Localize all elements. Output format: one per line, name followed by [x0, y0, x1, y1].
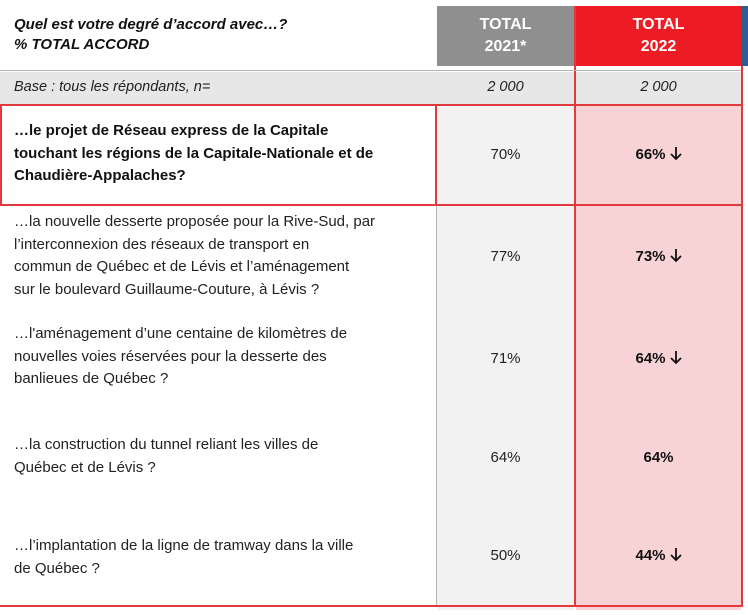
- table-row-label: …la nouvelle desserte proposée pour la R…: [14, 211, 432, 301]
- value-2022: 64%: [643, 449, 674, 466]
- value-2022-cell: 73%: [576, 248, 741, 265]
- base-label: Base : tous les répondants, n=: [14, 79, 211, 95]
- row-label-line: nouvelles voies réservées pour la desser…: [14, 347, 327, 365]
- row-label-line: …le projet de Réseau express de la Capit…: [14, 122, 329, 139]
- value-2022-cell: 64%: [576, 350, 741, 367]
- value-2022: 66%: [635, 146, 666, 163]
- table-question-header: Quel est votre degré d’accord avec…? % T…: [14, 15, 287, 55]
- value-2021: 71%: [490, 350, 521, 367]
- value-2021: 64%: [490, 449, 521, 466]
- table-row-label: …la construction du tunnel reliant les v…: [14, 434, 432, 479]
- column-header-2021-line2: 2021*: [484, 38, 527, 55]
- column-header-2022-line1: TOTAL: [632, 16, 685, 33]
- value-2022: 44%: [635, 547, 666, 564]
- column-header-2021: TOTAL 2021*: [437, 6, 574, 66]
- question-text: Quel est votre degré d’accord avec…?: [14, 16, 288, 33]
- highlight-row-border: [0, 104, 2, 206]
- value-2022: 73%: [635, 248, 666, 265]
- row-label-line: commun de Québec et de Lévis et l’aménag…: [14, 258, 350, 275]
- row-label-line: l’interconnexion des réseaux de transpor…: [14, 235, 310, 253]
- row-label-line: …l'aménagement d’une centaine de kilomèt…: [14, 325, 348, 342]
- column-header-2022-line2: 2022: [640, 38, 677, 55]
- base-row: [0, 72, 741, 104]
- header-divider: [0, 70, 741, 71]
- row-label-line: …la nouvelle desserte proposée pour la R…: [14, 213, 376, 230]
- row-label-line: Québec et de Lévis ?: [14, 458, 156, 476]
- column-2021-background: [437, 72, 574, 610]
- value-2021: 77%: [490, 248, 521, 265]
- value-2022: 64%: [635, 350, 666, 367]
- value-2022-cell: 66%: [576, 146, 741, 163]
- value-2021: 70%: [490, 146, 521, 163]
- row-label-line: sur le boulevard Guillaume-Couture, à Lé…: [14, 280, 320, 298]
- base-value-2021: 2 000: [487, 79, 524, 95]
- value-2022-cell: 64%: [576, 449, 741, 466]
- arrow-down-icon: [669, 547, 682, 564]
- divider-line: [0, 204, 741, 206]
- table-row-label: …l'aménagement d’une centaine de kilomèt…: [14, 323, 432, 391]
- row-label-line: …la construction du tunnel reliant les v…: [14, 436, 319, 453]
- column-divider: [574, 6, 576, 607]
- column-header-2021-line1: TOTAL: [479, 16, 532, 33]
- arrow-down-icon: [669, 146, 682, 163]
- table-row-label: …l’implantation de la ligne de tramway d…: [14, 535, 432, 580]
- measure-label: % TOTAL ACCORD: [14, 36, 150, 53]
- value-2022-cell: 44%: [576, 547, 741, 564]
- table-row-label: …le projet de Réseau express de la Capit…: [14, 120, 432, 188]
- row-label-line: …l’implantation de la ligne de tramway d…: [14, 537, 354, 554]
- row-label-line: de Québec ?: [14, 559, 100, 577]
- base-value-2022: 2 000: [640, 79, 677, 95]
- row-label-line: banlieues de Québec ?: [14, 370, 169, 387]
- row-label-line: touchant les régions de la Capitale-Nati…: [14, 144, 374, 162]
- row-label-line: Chaudière-Appalaches?: [14, 167, 186, 184]
- divider-line: [0, 104, 741, 106]
- highlight-row-border: [435, 104, 437, 206]
- arrow-down-icon: [669, 350, 682, 367]
- value-2021: 50%: [490, 547, 521, 564]
- column-header-2022: TOTAL 2022: [576, 6, 741, 66]
- column-2022-background: [576, 72, 741, 610]
- divider-line: [0, 605, 741, 607]
- table-right-border: [741, 66, 743, 607]
- header-edge-accent: [741, 6, 748, 66]
- column-divider: [436, 206, 437, 605]
- arrow-down-icon: [669, 248, 682, 265]
